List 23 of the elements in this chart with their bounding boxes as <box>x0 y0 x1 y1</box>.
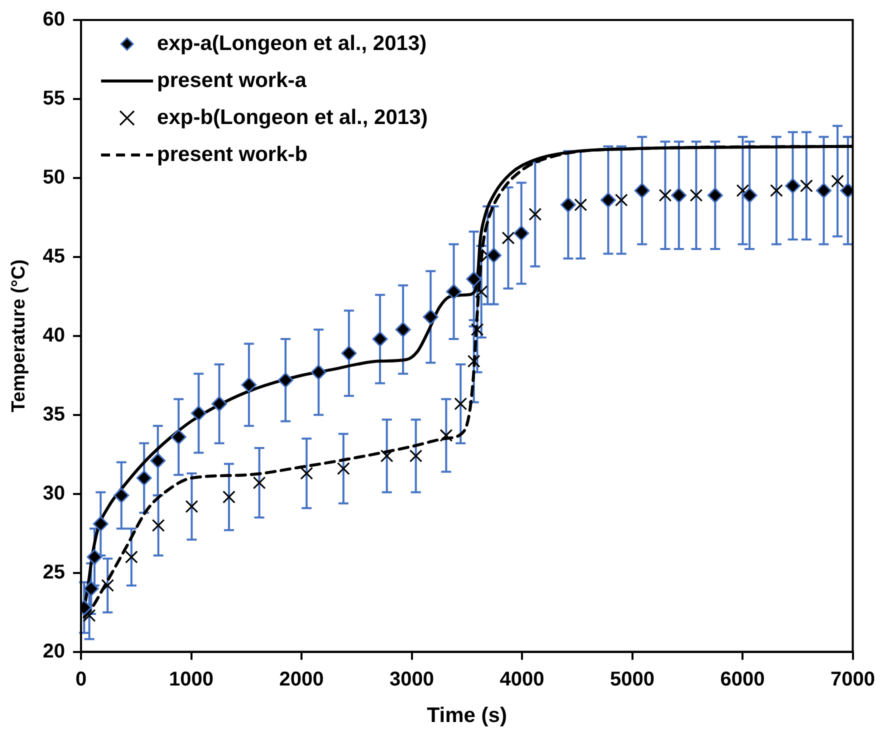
x-tick-label: 5000 <box>610 668 655 690</box>
x-tick-label: 0 <box>75 668 87 690</box>
x-tick-label: 2000 <box>279 668 324 690</box>
x-tick-label: 7000 <box>830 668 876 690</box>
y-tick-label: 20 <box>42 640 66 662</box>
y-tick-label: 60 <box>42 8 66 31</box>
legend-label: present work-a <box>157 68 307 92</box>
x-axis-title: Time (s) <box>426 704 507 728</box>
x-tick-label: 3000 <box>390 668 434 690</box>
x-tick-label: 1000 <box>169 668 214 690</box>
y-tick-label: 30 <box>42 482 66 504</box>
y-axis-title: Temperature (°C) <box>8 259 30 412</box>
y-tick-label: 35 <box>42 403 66 426</box>
y-tick-label: 50 <box>42 166 66 188</box>
x-tick-label: 6000 <box>720 668 765 690</box>
y-tick-label: 40 <box>42 324 66 346</box>
x-tick-label: 4000 <box>500 668 544 690</box>
y-tick-label: 55 <box>42 87 66 110</box>
y-tick-label: 45 <box>42 245 66 268</box>
legend-label: exp-b(Longeon et al., 2013) <box>157 106 428 129</box>
y-tick-label: 25 <box>42 561 66 584</box>
legend-label: exp-a(Longeon et al., 2013) <box>157 32 427 55</box>
legend-label: present work-b <box>157 142 308 166</box>
